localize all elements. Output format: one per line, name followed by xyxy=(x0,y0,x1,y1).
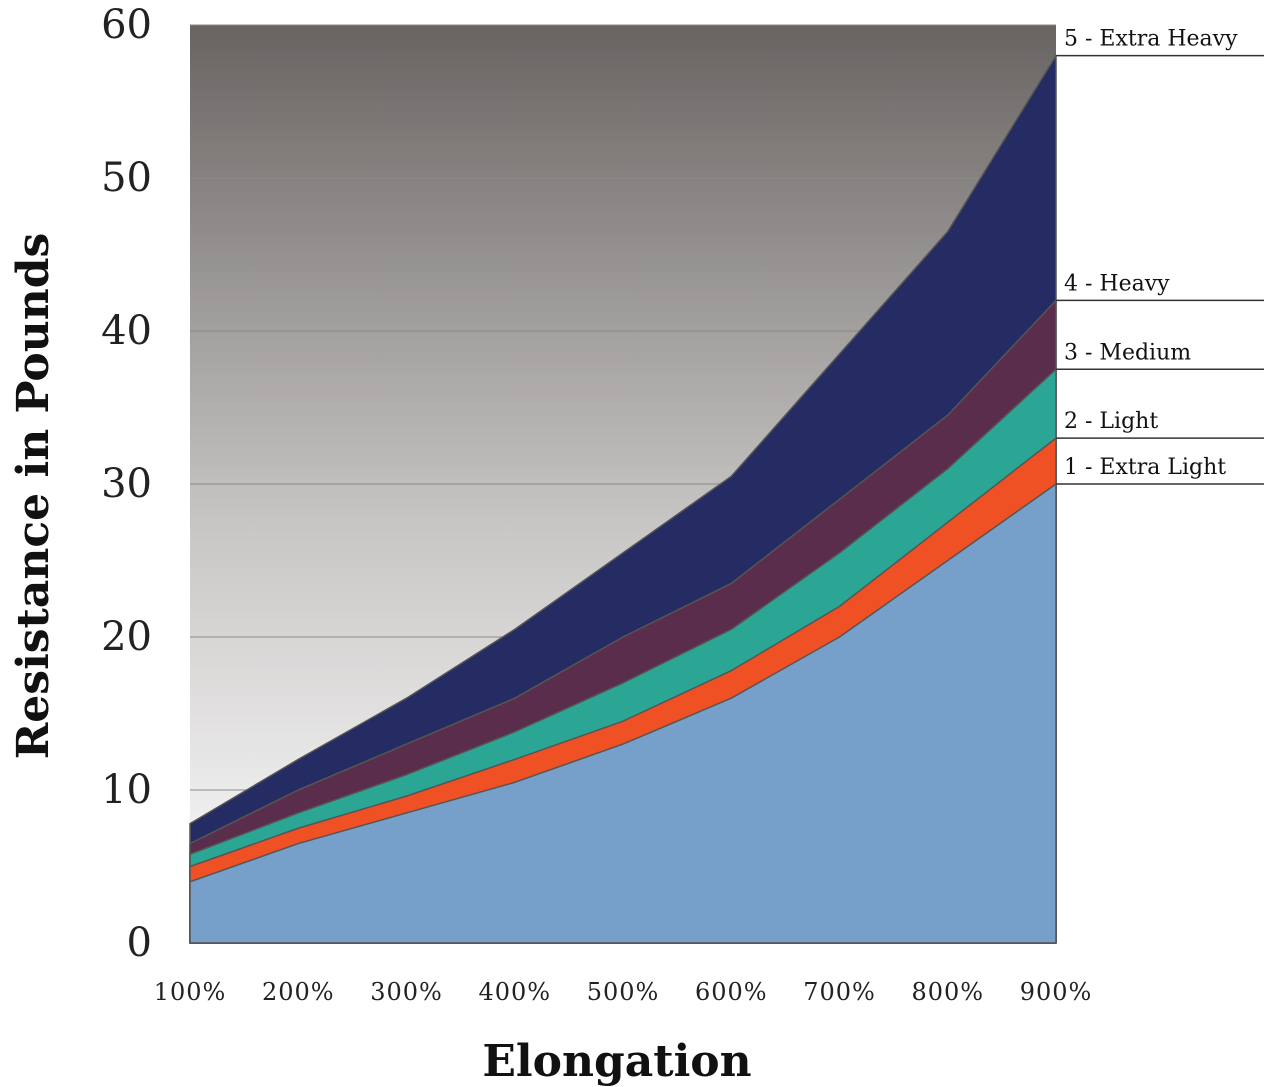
x-tick-label: 300% xyxy=(370,978,443,1006)
y-axis-title: Resistance in Pounds xyxy=(8,233,59,760)
data-areas xyxy=(189,54,1057,944)
y-axis-ticks: 0 10 20 30 40 50 60 xyxy=(101,2,152,966)
y-tick-label: 10 xyxy=(101,767,152,813)
x-tick-label: 900% xyxy=(1020,978,1093,1006)
legend: 1 - Extra Light 2 - Light 3 - Medium 4 - He… xyxy=(1056,27,1264,485)
x-axis-title: Elongation xyxy=(482,1036,751,1087)
legend-label: 1 - Extra Light xyxy=(1064,455,1226,480)
y-tick-label: 0 xyxy=(127,920,152,966)
y-tick-label: 20 xyxy=(101,614,152,660)
legend-label: 2 - Light xyxy=(1064,409,1158,434)
y-tick-label: 60 xyxy=(101,2,152,48)
x-tick-label: 500% xyxy=(587,978,660,1006)
series-area xyxy=(189,483,1057,944)
y-tick-label: 50 xyxy=(101,155,152,201)
x-tick-label: 400% xyxy=(478,978,551,1006)
x-tick-label: 200% xyxy=(262,978,335,1006)
x-axis-ticks: 100% 200% 300% 400% 500% 600% 700% 800% 900% xyxy=(154,978,1093,1006)
x-tick-label: 600% xyxy=(695,978,768,1006)
y-tick-label: 30 xyxy=(101,461,152,507)
x-tick-label: 700% xyxy=(803,978,876,1006)
legend-label: 4 - Heavy xyxy=(1064,271,1170,296)
legend-label: 5 - Extra Heavy xyxy=(1064,27,1238,52)
y-tick-label: 40 xyxy=(101,308,152,354)
x-tick-label: 100% xyxy=(154,978,227,1006)
x-tick-label: 800% xyxy=(911,978,984,1006)
legend-label: 3 - Medium xyxy=(1064,340,1191,365)
